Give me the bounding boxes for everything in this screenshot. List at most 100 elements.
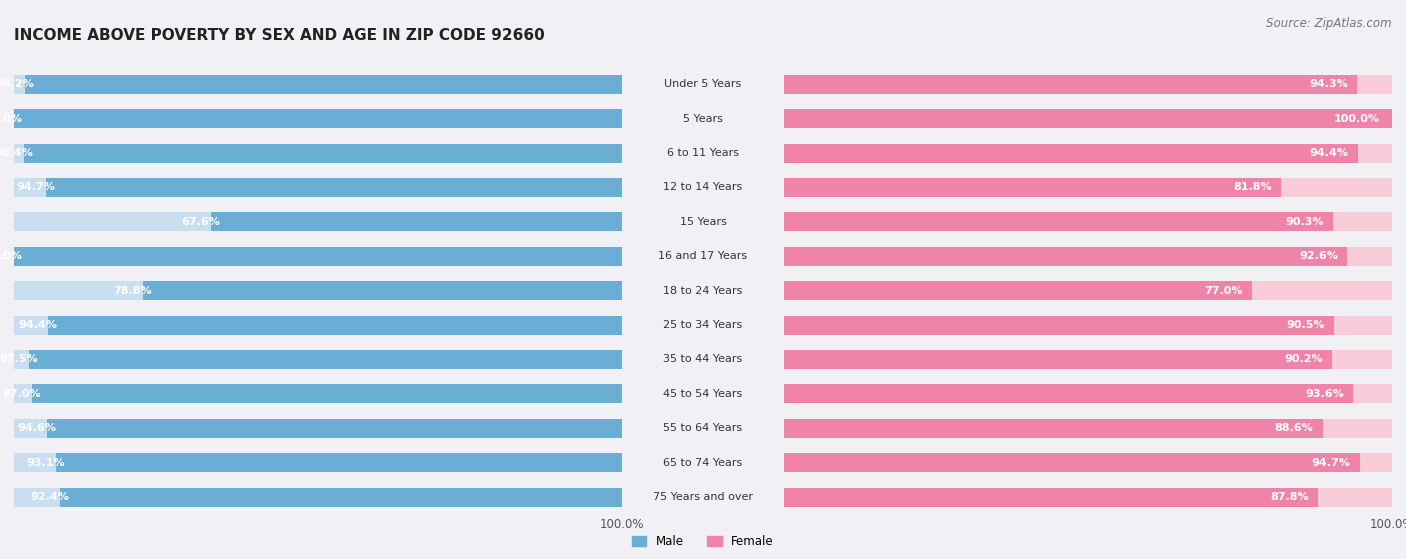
Bar bbox=[785, 75, 1357, 94]
Bar bbox=[621, 308, 785, 342]
Text: 100.0%: 100.0% bbox=[0, 113, 22, 124]
Bar bbox=[621, 411, 785, 446]
Bar bbox=[785, 178, 1281, 197]
Text: 25 to 34 Years: 25 to 34 Years bbox=[664, 320, 742, 330]
Text: 94.7%: 94.7% bbox=[17, 182, 55, 192]
Bar bbox=[785, 453, 1392, 472]
Bar bbox=[14, 411, 621, 446]
Text: 65 to 74 Years: 65 to 74 Years bbox=[664, 458, 742, 468]
Bar bbox=[621, 446, 785, 480]
Text: 93.6%: 93.6% bbox=[1305, 389, 1344, 399]
Text: 75 Years and over: 75 Years and over bbox=[652, 492, 754, 502]
Bar bbox=[785, 350, 1392, 369]
Bar bbox=[785, 385, 1353, 404]
Text: 81.8%: 81.8% bbox=[1233, 182, 1272, 192]
Text: 35 to 44 Years: 35 to 44 Years bbox=[664, 354, 742, 364]
Bar bbox=[14, 308, 621, 342]
Text: 94.4%: 94.4% bbox=[18, 320, 58, 330]
Bar bbox=[621, 170, 785, 205]
Text: 15 Years: 15 Years bbox=[679, 217, 727, 227]
Bar bbox=[621, 342, 785, 377]
Bar bbox=[785, 239, 1392, 273]
Text: 12 to 14 Years: 12 to 14 Years bbox=[664, 182, 742, 192]
Bar bbox=[785, 144, 1392, 163]
Text: 45 to 54 Years: 45 to 54 Years bbox=[664, 389, 742, 399]
Bar bbox=[785, 308, 1392, 342]
Bar bbox=[785, 350, 1333, 369]
Bar bbox=[785, 453, 1360, 472]
Bar bbox=[14, 212, 621, 231]
Bar bbox=[621, 480, 785, 514]
Bar bbox=[785, 102, 1392, 136]
Bar bbox=[621, 205, 785, 239]
Text: 55 to 64 Years: 55 to 64 Years bbox=[664, 423, 742, 433]
Bar bbox=[785, 109, 1392, 128]
Bar bbox=[621, 273, 785, 308]
Text: 98.2%: 98.2% bbox=[0, 79, 34, 89]
Bar bbox=[211, 212, 621, 231]
Bar bbox=[785, 109, 1392, 128]
Bar bbox=[14, 342, 621, 377]
Bar bbox=[785, 247, 1347, 266]
Text: 77.0%: 77.0% bbox=[1205, 286, 1243, 296]
Bar bbox=[785, 178, 1392, 197]
Bar bbox=[14, 75, 621, 94]
Bar bbox=[14, 419, 621, 438]
Bar bbox=[14, 109, 621, 128]
Bar bbox=[785, 316, 1392, 334]
Bar bbox=[14, 247, 621, 266]
Text: 100.0%: 100.0% bbox=[1334, 113, 1379, 124]
Text: 67.6%: 67.6% bbox=[181, 217, 221, 227]
Bar bbox=[785, 411, 1392, 446]
Bar bbox=[785, 385, 1392, 404]
Bar bbox=[785, 281, 1253, 300]
Bar bbox=[56, 453, 621, 472]
Bar bbox=[14, 239, 621, 273]
Bar bbox=[785, 136, 1392, 170]
Bar bbox=[14, 205, 621, 239]
Bar bbox=[14, 170, 621, 205]
Bar bbox=[621, 377, 785, 411]
Bar bbox=[46, 419, 621, 438]
Bar bbox=[24, 144, 621, 163]
Bar bbox=[621, 136, 785, 170]
Text: 18 to 24 Years: 18 to 24 Years bbox=[664, 286, 742, 296]
Bar bbox=[785, 212, 1333, 231]
Text: 90.5%: 90.5% bbox=[1286, 320, 1324, 330]
Text: 87.8%: 87.8% bbox=[1270, 492, 1309, 502]
Bar bbox=[785, 273, 1392, 308]
Bar bbox=[14, 109, 621, 128]
Bar bbox=[785, 75, 1392, 94]
Bar bbox=[30, 350, 621, 369]
Bar bbox=[785, 316, 1334, 334]
Bar bbox=[785, 446, 1392, 480]
Bar bbox=[785, 480, 1392, 514]
Bar bbox=[14, 102, 621, 136]
Text: 97.0%: 97.0% bbox=[3, 389, 41, 399]
Bar bbox=[785, 419, 1323, 438]
Text: 93.1%: 93.1% bbox=[27, 458, 65, 468]
Bar bbox=[785, 342, 1392, 377]
Bar bbox=[621, 102, 785, 136]
Bar bbox=[14, 446, 621, 480]
Bar bbox=[14, 273, 621, 308]
Bar bbox=[785, 377, 1392, 411]
Text: 94.6%: 94.6% bbox=[17, 423, 56, 433]
Bar bbox=[785, 281, 1392, 300]
Bar bbox=[14, 247, 621, 266]
Bar bbox=[46, 178, 621, 197]
Text: 6 to 11 Years: 6 to 11 Years bbox=[666, 148, 740, 158]
Bar bbox=[14, 178, 621, 197]
Bar bbox=[14, 377, 621, 411]
Text: 98.4%: 98.4% bbox=[0, 148, 32, 158]
Text: 94.3%: 94.3% bbox=[1309, 79, 1348, 89]
Bar bbox=[785, 144, 1358, 163]
Text: 5 Years: 5 Years bbox=[683, 113, 723, 124]
Bar bbox=[14, 453, 621, 472]
Text: 92.6%: 92.6% bbox=[1299, 252, 1339, 261]
Text: 90.3%: 90.3% bbox=[1285, 217, 1324, 227]
Bar bbox=[785, 170, 1392, 205]
Text: 100.0%: 100.0% bbox=[0, 252, 22, 261]
Bar bbox=[785, 212, 1392, 231]
Text: 88.6%: 88.6% bbox=[1275, 423, 1313, 433]
